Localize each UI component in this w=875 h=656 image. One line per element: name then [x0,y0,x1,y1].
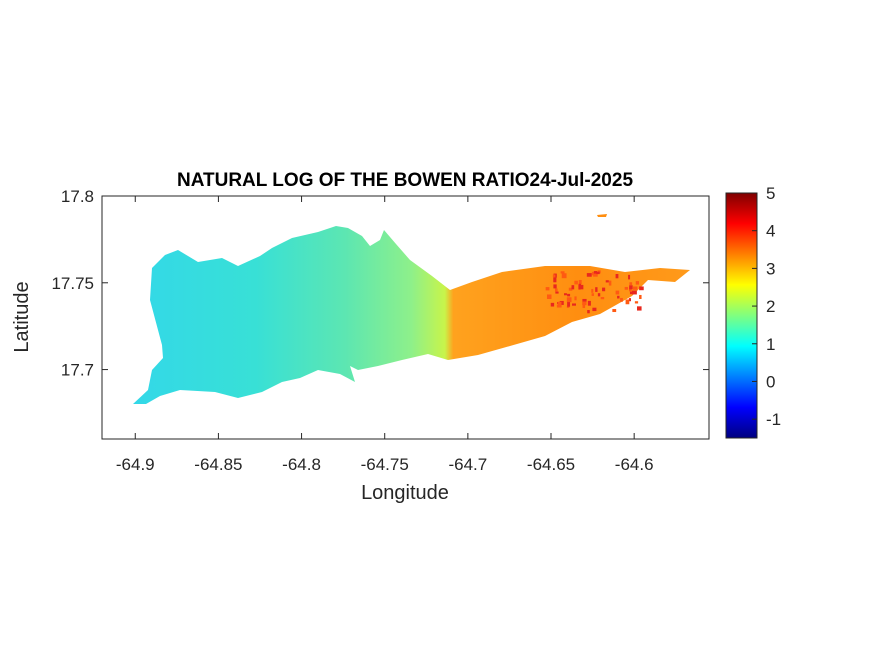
hotspot [567,301,571,307]
hotspot [593,272,598,277]
x-tick-label: -64.9 [116,455,155,474]
hotspot [560,271,565,274]
y-tick-label: 17.7 [61,361,94,380]
hotspot [546,294,552,299]
y-axis-label: Latitude [11,281,33,352]
hotspot [553,277,557,283]
colorbar-tick-label: -1 [766,410,781,429]
x-tick-label: -64.7 [448,455,487,474]
hotspot [550,302,555,307]
hotspot [574,296,577,301]
hotspot [634,301,639,304]
hotspot [615,274,619,279]
hotspot [574,280,578,285]
hotspot [578,284,584,290]
hotspot [632,286,638,290]
hotspot [628,298,631,302]
islet [597,214,607,217]
hotspot [568,287,573,291]
hotspot [552,274,556,278]
hotspot [631,290,637,295]
hotspot [591,271,595,276]
hotspot [617,295,620,299]
hotspot [559,300,564,305]
hotspot [545,287,550,291]
hotspot [586,273,592,277]
colorbar-tick-label: 0 [766,372,775,391]
colorbar-ticks: -1 0 1 2 3 4 5 [752,184,781,429]
hotspot [566,297,572,303]
hotspot [593,271,598,274]
hotspot [624,286,628,290]
hotspot [553,284,557,289]
hotspot [557,301,562,307]
hotspot [592,307,597,312]
hotspot [561,273,567,279]
hotspot [582,298,587,302]
hotspot [629,285,633,290]
colorbar-tick-label: 3 [766,259,775,278]
hotspot [564,293,567,296]
hotspot [615,290,620,295]
x-tick-label: -64.8 [282,455,321,474]
hotspot [596,271,600,275]
map-layer [133,214,690,404]
hotspot [554,288,558,292]
hotspot [591,293,594,296]
hotspot [639,294,642,299]
x-axis-label: Longitude [361,482,449,504]
hotspot [612,309,617,313]
y-tick-label: 17.75 [51,274,94,293]
x-tick-label: -64.85 [194,455,242,474]
hotspot [597,293,601,297]
hotspot [587,310,590,314]
hotspot [635,281,640,285]
hotspot [566,305,570,308]
chart-title: NATURAL LOG OF THE BOWEN RATIO24-Jul-202… [177,170,633,191]
hotspot [629,291,633,295]
hotspot [625,299,630,305]
hotspot [555,291,559,294]
hotspot [578,279,582,285]
x-axis: -64.9 -64.85 -64.8 -64.75 -64.7 -64.65 -64.6 [116,196,654,474]
colorbar-tick-label: 4 [766,222,775,241]
y-tick-label: 17.8 [61,187,94,206]
hotspot-layer [545,270,644,314]
hotspot [567,293,571,297]
y-axis: 17.7 17.75 17.8 [51,187,709,380]
hotspot [629,282,633,285]
x-tick-label: -64.65 [527,455,575,474]
hotspot [608,280,612,286]
hotspot [582,304,586,309]
hotspot [639,286,644,291]
hotspot [602,287,606,292]
hotspot [628,274,631,280]
hotspot [605,280,609,283]
hotspot [595,287,598,292]
hotspot [636,306,642,311]
hotspot [591,288,594,293]
hotspot [571,285,575,290]
hotspot [587,300,591,306]
hotspot [600,296,605,300]
colorbar-tick-label: 2 [766,297,775,316]
hotspot [582,301,587,306]
x-tick-label: -64.6 [615,455,654,474]
colorbar [725,192,758,439]
colorbar-tick-label: 5 [766,184,775,203]
x-tick-label: -64.75 [361,455,409,474]
hotspot [572,303,576,306]
hotspot [620,297,623,302]
island-shape [133,226,690,404]
hotspot [628,287,632,292]
colorbar-tick-label: 1 [766,335,775,354]
